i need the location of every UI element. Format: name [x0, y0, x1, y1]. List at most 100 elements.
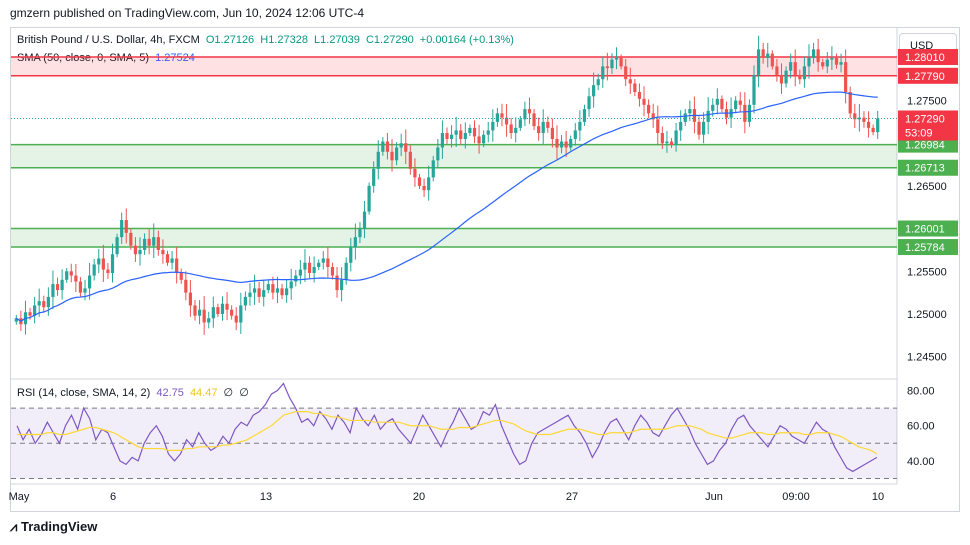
time-tick-label: 09:00	[782, 491, 810, 503]
candle-body	[440, 133, 445, 148]
symbol-label[interactable]: British Pound / U.S. Dollar, 4h, FXCM	[17, 34, 200, 46]
candle-body	[798, 74, 802, 80]
candle-body	[848, 92, 852, 114]
candle-body	[211, 307, 215, 319]
candle-body	[619, 57, 623, 67]
rsi-label[interactable]: RSI (14, close, SMA, 14, 2)	[17, 387, 151, 399]
candle-body	[546, 121, 550, 128]
candle-body	[427, 177, 431, 191]
candle-body	[674, 130, 678, 145]
candle-body	[688, 109, 692, 114]
candle-body	[353, 237, 357, 248]
candle-body	[225, 303, 229, 310]
candle-body	[816, 49, 820, 63]
candle-body	[605, 66, 609, 69]
candle-body	[65, 271, 69, 280]
candle-body	[834, 57, 839, 65]
candle-body	[715, 98, 719, 105]
candle-body	[844, 62, 848, 93]
candle-body	[527, 109, 532, 114]
candle-body	[876, 118, 880, 133]
candle-body	[394, 147, 399, 161]
candle-body	[578, 121, 582, 131]
candle-body	[514, 127, 518, 133]
rsi-legend: RSI (14, close, SMA, 14, 2) 42.75 44.47 …	[17, 386, 252, 399]
candle-body	[468, 127, 472, 133]
candle-body	[133, 245, 138, 255]
sma-legend: SMA (50, close, 0, SMA, 5) 1.27524	[17, 52, 198, 64]
candle-body	[871, 127, 875, 133]
candle-body	[362, 211, 367, 229]
candle-body	[454, 130, 458, 135]
candle-body	[275, 288, 280, 293]
candle-body	[37, 301, 41, 306]
resistance-zone-top-label-bg	[898, 49, 958, 66]
candle-body	[399, 143, 403, 148]
candle-body	[706, 110, 710, 122]
support-zone-bottom-label-bg	[898, 239, 958, 256]
candle-body	[660, 133, 664, 144]
candle-body	[74, 275, 78, 282]
candle-body	[317, 262, 321, 268]
candle-body	[711, 104, 715, 111]
publisher-line: gmzern published on TradingView.com, Jun…	[10, 6, 364, 20]
candle-body	[147, 238, 151, 246]
candle-body	[326, 258, 330, 268]
low-value: L1.27039	[314, 34, 360, 46]
candle-body	[372, 168, 376, 186]
candle-body	[445, 133, 449, 139]
candle-body	[477, 136, 481, 144]
candle-body	[87, 275, 92, 289]
candle-body	[537, 126, 541, 133]
candle-body	[775, 66, 779, 75]
candle-body	[743, 104, 747, 122]
candle-body	[422, 185, 426, 191]
candle-body	[193, 305, 197, 316]
candle-body	[381, 141, 385, 152]
candle-body	[825, 59, 829, 67]
candle-body	[610, 59, 614, 69]
candle-body	[862, 117, 866, 122]
support-zone-top-label-bg	[898, 136, 958, 153]
candle-body	[766, 53, 770, 58]
candle-body	[436, 147, 440, 161]
resistance-zone-bottom-label: 1.27790	[905, 71, 945, 83]
candle-body	[701, 121, 706, 135]
candle-body	[106, 269, 110, 273]
candle-body	[569, 138, 573, 148]
candle-body	[720, 98, 724, 110]
candle-body	[656, 119, 660, 133]
support-zone-top-label: 1.26001	[905, 224, 945, 236]
candle-body	[202, 309, 206, 323]
candle-body	[761, 49, 765, 58]
candle-body	[101, 258, 105, 270]
time-tick-label: May	[9, 491, 30, 503]
candle-body	[614, 57, 619, 60]
candle-body	[500, 113, 504, 118]
tradingview-logo[interactable]: ⩘ TradingView	[10, 519, 97, 535]
time-tick-label: 20	[413, 491, 425, 503]
candle-body	[404, 143, 408, 152]
sma-label[interactable]: SMA (50, close, 0, SMA, 5)	[17, 52, 149, 64]
candle-body	[752, 74, 756, 105]
candle-body	[532, 113, 536, 127]
candle-body	[97, 258, 101, 265]
candle-body	[779, 74, 784, 84]
candle-body	[60, 279, 64, 291]
candle-body	[523, 109, 527, 120]
resistance-zone-bottom-label-bg	[898, 67, 958, 84]
candle-body	[665, 141, 669, 144]
candle-body	[298, 269, 302, 276]
support-zone-top-label: 1.26984	[905, 140, 945, 152]
candle-body	[14, 318, 18, 322]
candle-body	[156, 237, 160, 250]
candle-body	[78, 281, 83, 293]
rsi-extra-2: ∅	[239, 387, 249, 399]
candle-body	[642, 98, 646, 105]
candle-body	[408, 151, 412, 169]
rsi-tick-label: 80.00	[907, 386, 935, 398]
candle-body	[518, 119, 522, 128]
candle-body	[793, 62, 797, 75]
countdown-label: 53:09	[905, 127, 933, 139]
